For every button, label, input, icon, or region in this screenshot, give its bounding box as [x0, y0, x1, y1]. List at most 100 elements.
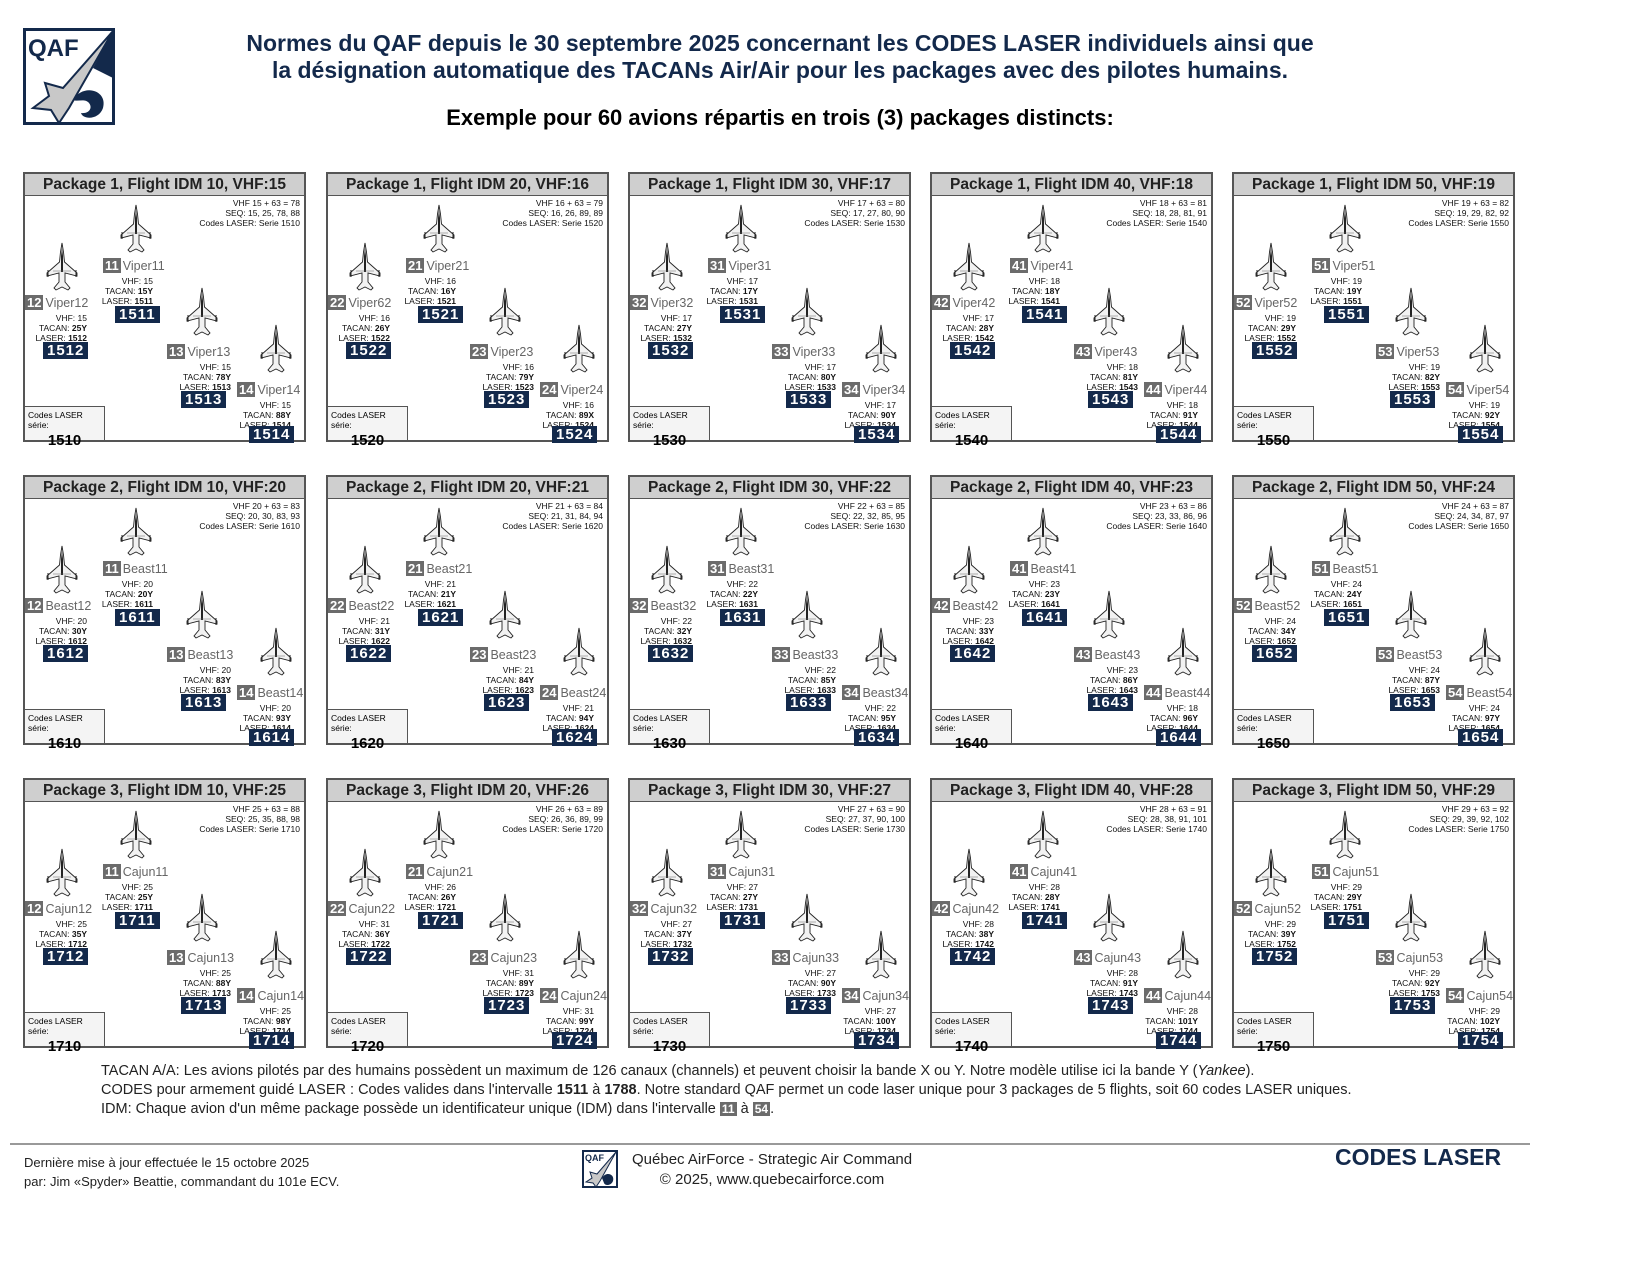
fighter-jet-icon: [1092, 287, 1126, 339]
tacan-label: TACAN:: [407, 892, 439, 902]
meta-laser-serie: Codes LASER: Serie 1710: [199, 824, 300, 834]
laser-label: LASER:: [844, 420, 875, 430]
vhf-value: 21: [524, 665, 534, 675]
laser-label: LASER:: [404, 599, 435, 609]
laser-value: 1552: [1277, 333, 1296, 343]
laser-label: LASER:: [1146, 420, 1177, 430]
tacan-value: 98Y: [275, 1016, 291, 1026]
laser-serie-label: Codes LASER série:: [28, 713, 83, 733]
laser-label: LASER:: [706, 599, 737, 609]
laser-label: LASER:: [542, 723, 573, 733]
aircraft-callsign: 32 Viper32: [630, 295, 693, 310]
fighter-jet-icon: [864, 627, 898, 679]
laser-code-badge: 1632: [648, 645, 694, 662]
idm-badge: 14: [237, 685, 256, 700]
aircraft-callsign: 53 Viper53: [1376, 344, 1439, 359]
laser-value: 1623: [515, 685, 534, 695]
aircraft-info: VHF: 17 TACAN: 27Y LASER: 1532: [640, 313, 692, 343]
laser-label: LASER:: [1086, 382, 1117, 392]
tacan-value: 92Y: [1424, 978, 1440, 988]
meta-seq: SEQ: 29, 39, 92, 102: [1429, 814, 1509, 824]
laser-code-badge: 1644: [1156, 729, 1202, 746]
fighter-jet-icon: [724, 204, 758, 256]
aircraft-callsign: 33 Beast33: [772, 647, 838, 662]
laser-value: 1732: [673, 939, 692, 949]
vhf-value: 20: [281, 703, 291, 713]
laser-label: LASER:: [35, 636, 66, 646]
laser-code-badge: 1634: [854, 729, 900, 746]
flight-card: Package 2, Flight IDM 20, VHF:21 VHF 21 …: [326, 475, 609, 752]
aircraft-info: VHF: 28 TACAN: 101Y LASER: 1744: [1145, 1006, 1198, 1036]
callsign-text: Cajun14: [257, 989, 305, 1003]
laser-serie-label: Codes LASER série:: [331, 1016, 386, 1036]
aircraft-callsign: 23 Cajun23: [470, 950, 537, 965]
tacan-value: 23Y: [1044, 589, 1060, 599]
laser-value: 1554: [1481, 420, 1500, 430]
tacan-label: TACAN:: [485, 372, 517, 382]
meta-laser-serie: Codes LASER: Serie 1530: [804, 218, 905, 228]
meta-laser-serie: Codes LASER: Serie 1620: [502, 521, 603, 531]
vhf-value: 19: [1490, 400, 1500, 410]
fighter-jet-icon: [1468, 930, 1502, 982]
aircraft-callsign: 44 Cajun44: [1144, 988, 1211, 1003]
vhf-label: VHF:: [1264, 616, 1285, 626]
aircraft-callsign: 53 Cajun53: [1376, 950, 1443, 965]
qaf-small-logo-icon: QAF: [582, 1150, 618, 1188]
vhf-label: VHF:: [1028, 276, 1049, 286]
vhf-label: VHF:: [55, 919, 76, 929]
vhf-value: 29: [1490, 1006, 1500, 1016]
tacan-label: TACAN:: [1451, 410, 1483, 420]
vhf-value: 25: [221, 968, 231, 978]
laser-value: 1641: [1041, 599, 1060, 609]
tacan-label: TACAN:: [104, 892, 136, 902]
callsign-text: Beast52: [1254, 599, 1301, 613]
idm-badge: 11: [103, 561, 121, 576]
aircraft-info: VHF: 17 TACAN: 17Y LASER: 1531: [706, 276, 758, 306]
laser-code-badge: 1754: [1458, 1032, 1504, 1049]
meta-seq: SEQ: 24, 34, 87, 97: [1434, 511, 1509, 521]
aircraft-info: VHF: 27 TACAN: 100Y LASER: 1734: [843, 1006, 896, 1036]
flight-card-title: Package 2, Flight IDM 10, VHF:20: [25, 477, 304, 499]
idm-badge: 51: [1312, 561, 1331, 576]
laser-code-badge: 1711: [115, 912, 160, 929]
tacan-label: TACAN:: [1011, 589, 1043, 599]
aircraft-info: VHF: 29 TACAN: 102Y LASER: 1754: [1447, 1006, 1500, 1036]
flight-card: Package 1, Flight IDM 20, VHF:16 VHF 16 …: [326, 172, 609, 449]
laser-code-badge: 1713: [181, 997, 227, 1014]
tacan-value: 32Y: [676, 626, 692, 636]
qaf-logo-icon: QAF: [23, 28, 115, 125]
aircraft-info: VHF: 18 TACAN: 81Y LASER: 1543: [1086, 362, 1138, 392]
tacan-label: TACAN:: [1313, 892, 1345, 902]
vhf-label: VHF:: [962, 919, 983, 929]
laser-code-badge: 1712: [43, 948, 89, 965]
vhf-label: VHF:: [259, 1006, 280, 1016]
laser-serie-label: Codes LASER série:: [935, 1016, 990, 1036]
aircraft-info: VHF: 15 TACAN: 88Y LASER: 1514: [239, 400, 291, 430]
vhf-value: 15: [143, 276, 153, 286]
tacan-value: 78Y: [215, 372, 231, 382]
meta-seq: SEQ: 15, 25, 78, 88: [225, 208, 300, 218]
callsign-text: Beast32: [650, 599, 697, 613]
flight-card: Package 3, Flight IDM 20, VHF:26 VHF 26 …: [326, 778, 609, 1055]
idm-badge: 14: [237, 382, 256, 397]
tacan-value: 28Y: [978, 323, 994, 333]
aircraft-info: VHF: 28 TACAN: 28Y LASER: 1741: [1008, 882, 1060, 912]
vhf-value: 24: [1490, 703, 1500, 713]
callsign-text: Viper33: [792, 345, 836, 359]
flight-card-title: Package 3, Flight IDM 10, VHF:25: [25, 780, 304, 802]
vhf-label: VHF:: [1106, 968, 1127, 978]
tacan-value: 17Y: [742, 286, 758, 296]
tacan-value: 24Y: [1346, 589, 1362, 599]
vhf-label: VHF:: [1264, 313, 1285, 323]
tacan-value: 16Y: [440, 286, 456, 296]
tacan-label: TACAN:: [1247, 626, 1279, 636]
laser-serie-label: Codes LASER série:: [1237, 1016, 1292, 1036]
aircraft-callsign: 34 Cajun34: [842, 988, 909, 1003]
aircraft-info: VHF: 20 TACAN: 20Y LASER: 1611: [102, 579, 153, 609]
callsign-text: Beast31: [728, 562, 775, 576]
tacan-value: 102Y: [1480, 1016, 1500, 1026]
vhf-label: VHF:: [804, 362, 825, 372]
fighter-jet-icon: [1026, 204, 1060, 256]
vhf-label: VHF:: [502, 362, 523, 372]
tacan-label: TACAN:: [38, 929, 70, 939]
